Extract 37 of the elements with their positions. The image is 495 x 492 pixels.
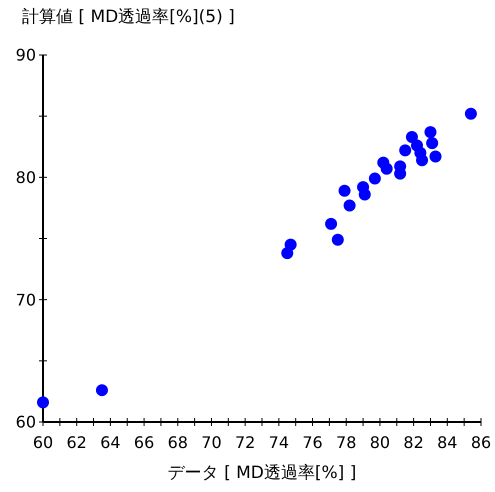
x-tick-label: 70 bbox=[201, 433, 222, 452]
point bbox=[430, 150, 442, 163]
y-tick-label: 70 bbox=[16, 290, 36, 310]
point bbox=[416, 154, 428, 166]
x-tick-label: 82 bbox=[403, 433, 424, 452]
x-tick-label: 68 bbox=[168, 433, 188, 452]
point bbox=[37, 396, 49, 408]
x-tick-label: 74 bbox=[268, 433, 290, 452]
x-tick-label: 72 bbox=[234, 433, 256, 452]
point bbox=[464, 108, 477, 120]
y-axis-title: 計算値 [ MD透過率[%](5) ] bbox=[22, 7, 235, 27]
x-tick-label: 76 bbox=[302, 433, 323, 452]
y-tick-label: 60 bbox=[16, 412, 36, 432]
x-tick-label: 78 bbox=[336, 433, 356, 452]
y-tick-label: 90 bbox=[16, 46, 36, 65]
point bbox=[399, 144, 412, 156]
point bbox=[338, 184, 351, 197]
x-axis-title: データ [ MD透過率[%] ] bbox=[168, 463, 356, 483]
point bbox=[325, 218, 338, 230]
x-tick-label: 80 bbox=[370, 433, 390, 452]
point bbox=[284, 238, 297, 251]
x-tick-label: 60 bbox=[32, 433, 54, 452]
point bbox=[96, 384, 108, 396]
x-tick-label: 84 bbox=[437, 433, 458, 452]
point bbox=[424, 126, 436, 138]
point bbox=[380, 162, 393, 175]
point bbox=[368, 172, 381, 185]
point bbox=[426, 137, 438, 150]
x-tick-label: 64 bbox=[100, 433, 121, 452]
point bbox=[344, 199, 356, 212]
point bbox=[332, 234, 344, 246]
x-tick-label: 86 bbox=[470, 433, 492, 452]
point bbox=[358, 188, 371, 200]
point bbox=[406, 130, 418, 143]
y-tick-label: 80 bbox=[16, 168, 36, 187]
x-tick-label: 66 bbox=[134, 433, 154, 452]
x-tick-label: 62 bbox=[66, 433, 87, 452]
